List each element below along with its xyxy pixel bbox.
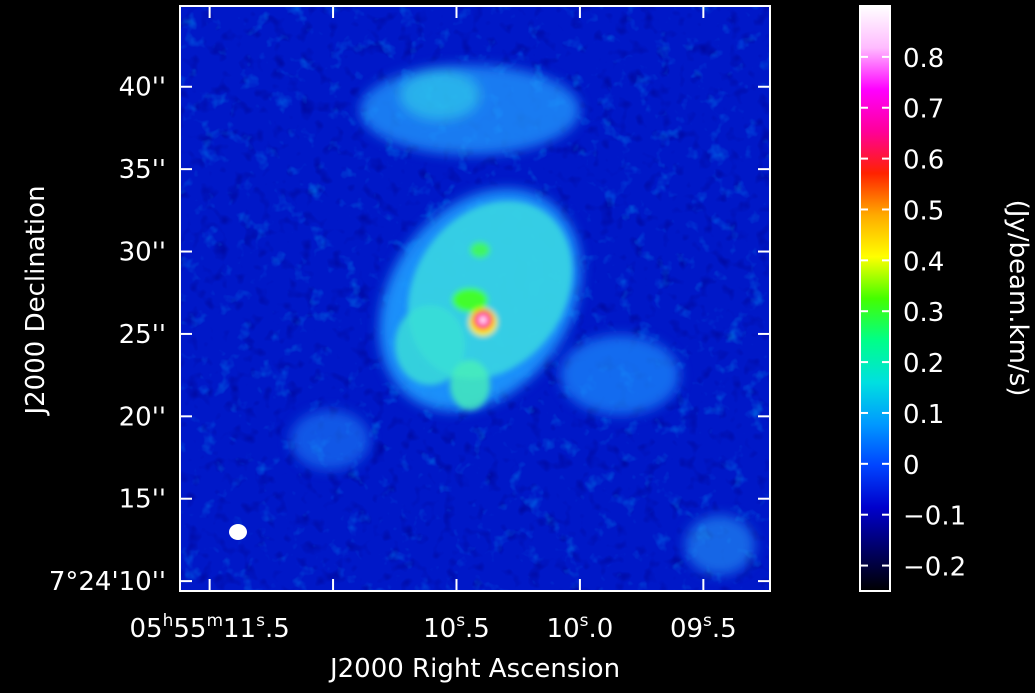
y-tick-label: 25'' [119, 320, 166, 350]
colorbar-tick-label: −0.2 [903, 553, 966, 583]
colorbar-tick-label: 0 [903, 451, 920, 481]
x-tick-part: .5 [712, 614, 737, 644]
colorbar-tick-label: 0.3 [903, 298, 944, 328]
intensity-map [180, 6, 770, 591]
colorbar-tick-label: 0.5 [903, 196, 944, 226]
x-tick-part: 10 [547, 614, 580, 644]
x-tick-unit: s [580, 611, 589, 631]
y-tick-label: 30'' [119, 238, 166, 268]
y-axis-ticks: 7°24'10'' 15'' 20'' 25'' 30'' 35'' 40'' [49, 73, 770, 597]
y-tick-label: 40'' [119, 73, 166, 103]
x-tick-part: 55 [173, 614, 206, 644]
beam-ellipse [229, 524, 247, 540]
y-axis-title: J2000 Declination [21, 185, 51, 416]
x-tick-part: 05 [129, 614, 162, 644]
colorbar-frame [859, 5, 891, 592]
y-tick-label: 7°24'10'' [49, 567, 166, 597]
colorbar-tick-label: −0.1 [903, 502, 966, 532]
x-axis-title: J2000 Right Ascension [328, 654, 620, 684]
x-tick-label: 09s.5 [670, 611, 737, 644]
x-tick-part: .5 [465, 614, 490, 644]
x-tick-part: .5 [265, 614, 290, 644]
colorbar-tick-label: 0.2 [903, 349, 944, 379]
x-tick-unit: h [163, 611, 174, 631]
colorbar-tick-label: 0.8 [903, 44, 944, 74]
x-tick-unit: s [456, 611, 465, 631]
colorbar [860, 6, 890, 591]
core-emission [395, 201, 573, 410]
x-tick-part: 09 [670, 614, 703, 644]
x-tick-label: 10s.0 [547, 611, 614, 644]
x-tick-label: 05h55m11s.5 [129, 611, 289, 644]
x-axis-ticks: 05h55m11s.5 10s.5 10s.0 09s.5 [129, 6, 737, 644]
colorbar-tick-label: 0.4 [903, 247, 944, 277]
x-tick-part: .0 [588, 614, 613, 644]
colorbar-ticks: −0.2 −0.1 0 0.1 0.2 0.3 0.4 0.5 0.6 0.7 0.8 [860, 44, 966, 583]
x-tick-part: 10 [423, 614, 456, 644]
x-tick-part: 11 [223, 614, 256, 644]
plot-frame [179, 5, 771, 592]
colorbar-tick-label: 0.7 [903, 95, 944, 125]
y-tick-label: 35'' [119, 155, 166, 185]
y-tick-label: 20'' [119, 402, 166, 432]
x-tick-unit: s [256, 611, 265, 631]
colorbar-tick-label: 0.1 [903, 400, 944, 430]
x-tick-label: 10s.5 [423, 611, 490, 644]
y-tick-label: 15'' [119, 485, 166, 515]
colorbar-tick-label: 0.6 [903, 146, 944, 176]
x-tick-unit: s [703, 611, 712, 631]
colorbar-title: (Jy/beam.km/s) [1003, 200, 1033, 397]
x-tick-unit: m [206, 611, 223, 631]
